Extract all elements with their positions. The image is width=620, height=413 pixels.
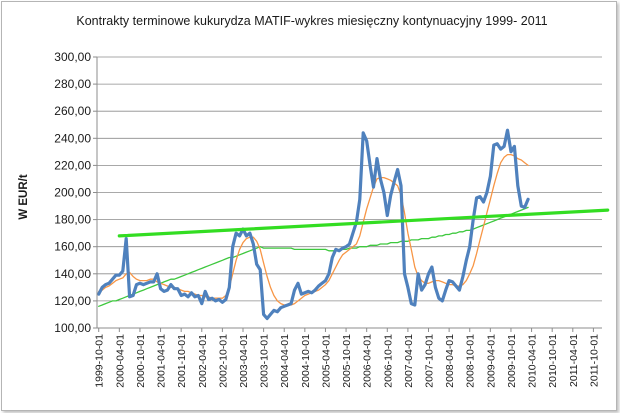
y-tick-label: 220,00 bbox=[54, 158, 91, 172]
gridlines bbox=[97, 56, 602, 329]
x-tick-label: 2005-10-01 bbox=[341, 334, 353, 388]
y-tick-label: 140,00 bbox=[54, 267, 91, 281]
x-tick-label: 2003-10-01 bbox=[259, 334, 271, 388]
y-axis-ticks: 100,00 120,00 140,00 160,00 180,00 200,00 220,… bbox=[54, 50, 97, 335]
series-line-1 bbox=[97, 128, 530, 321]
series-group bbox=[97, 128, 610, 321]
y-tick-label: 180,00 bbox=[54, 213, 91, 227]
x-tick-label: 2001-04-01 bbox=[156, 334, 168, 388]
x-tick-label: 2002-04-01 bbox=[197, 334, 209, 388]
x-tick-label: 2007-10-01 bbox=[424, 334, 436, 388]
x-tick-label: 2007-04-01 bbox=[403, 334, 415, 388]
x-axis-ticks: 1999-10-01 2000-04-01 2000-10-01 2001-04-01… bbox=[94, 328, 600, 388]
x-tick-label: 2001-10-01 bbox=[176, 334, 188, 388]
x-tick-label: 2011-10-01 bbox=[588, 334, 600, 387]
series-line-4 bbox=[117, 208, 610, 238]
y-tick-label: 200,00 bbox=[54, 186, 91, 200]
x-tick-label: 2009-04-01 bbox=[485, 334, 497, 388]
x-tick-label: 1999-10-01 bbox=[94, 334, 106, 388]
chart-canvas: Kontrakty terminowe kukurydza MATIF-wykr… bbox=[18, 14, 610, 388]
x-tick-label: 2000-10-01 bbox=[135, 334, 147, 388]
y-tick-label: 280,00 bbox=[54, 77, 91, 91]
y-axis-title: W EUR/t bbox=[18, 174, 30, 220]
y-tick-label: 300,00 bbox=[54, 50, 91, 64]
x-tick-label: 2006-10-01 bbox=[382, 334, 394, 388]
y-tick-label: 120,00 bbox=[54, 294, 91, 308]
x-tick-label: 2004-04-01 bbox=[279, 334, 291, 388]
y-tick-label: 240,00 bbox=[54, 131, 91, 145]
y-tick-label: 100,00 bbox=[54, 321, 91, 335]
series-line-3 bbox=[98, 206, 529, 307]
y-tick-label: 260,00 bbox=[54, 104, 91, 118]
x-tick-label: 2003-04-01 bbox=[238, 334, 250, 388]
x-tick-label: 2008-10-01 bbox=[465, 334, 477, 388]
x-tick-label: 2000-04-01 bbox=[114, 334, 126, 388]
x-tick-label: 2011-04-01 bbox=[568, 334, 580, 387]
x-tick-label: 2005-04-01 bbox=[320, 334, 332, 388]
x-tick-label: 2008-04-01 bbox=[444, 334, 456, 388]
y-tick-label: 160,00 bbox=[54, 240, 91, 254]
x-tick-label: 2004-10-01 bbox=[300, 334, 312, 388]
x-tick-label: 2002-10-01 bbox=[217, 334, 229, 388]
chart-title: Kontrakty terminowe kukurydza MATIF-wykr… bbox=[76, 14, 547, 28]
x-tick-label: 2010-10-01 bbox=[547, 334, 559, 388]
x-tick-label: 2010-04-01 bbox=[527, 334, 539, 388]
x-tick-label: 2006-04-01 bbox=[362, 334, 374, 388]
x-tick-label: 2009-10-01 bbox=[506, 334, 518, 388]
